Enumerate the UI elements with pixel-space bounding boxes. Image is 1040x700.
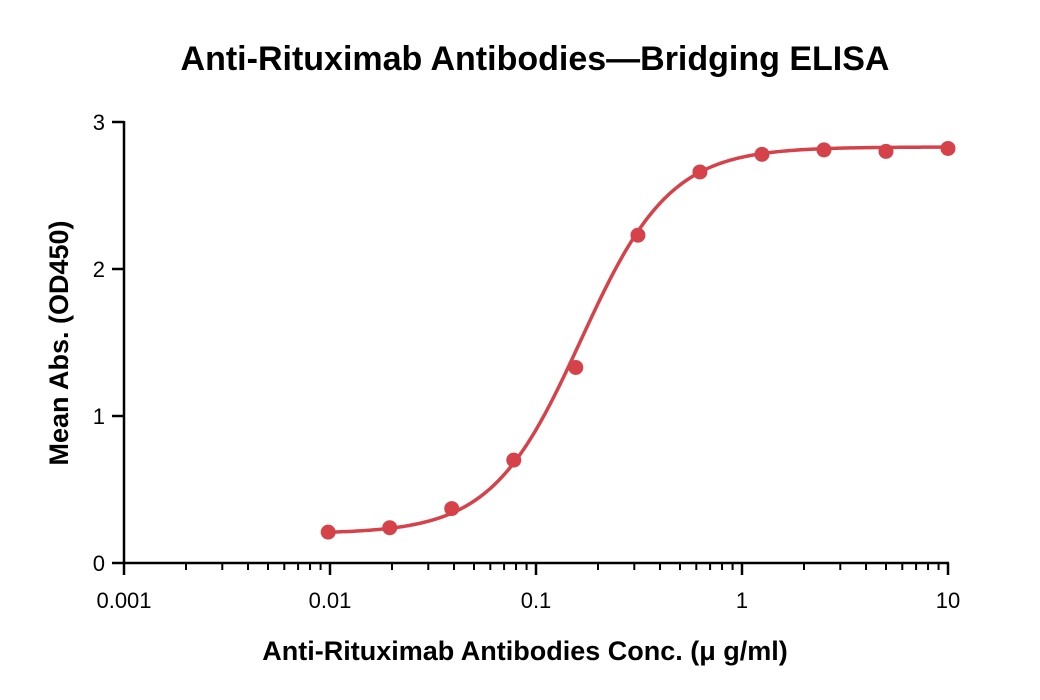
data-point	[444, 501, 460, 517]
x-axis-label: Anti-Rituximab Antibodies Conc. (μ g/ml)	[262, 636, 788, 666]
x-tick-label: 0.01	[309, 588, 352, 613]
x-tick-label: 10	[936, 588, 960, 613]
data-point	[692, 164, 708, 180]
fit-curve-layer	[326, 145, 950, 534]
y-tick-label: 1	[93, 404, 105, 429]
y-tick-label: 0	[93, 551, 105, 576]
data-point	[878, 143, 894, 159]
x-tick-label: 0.001	[96, 588, 151, 613]
data-point	[568, 359, 584, 375]
data-point	[816, 142, 832, 158]
data-point	[320, 524, 336, 540]
data-point	[754, 146, 770, 162]
x-tick-label: 1	[736, 588, 748, 613]
y-axis-label: Mean Abs. (OD450)	[44, 220, 74, 465]
data-point	[630, 227, 646, 243]
data-point	[506, 452, 522, 468]
data-point	[382, 520, 398, 536]
chart-title: Anti-Rituximab Antibodies—Bridging ELISA	[181, 40, 890, 78]
y-tick-label: 2	[93, 257, 105, 282]
fit-curve	[326, 145, 950, 534]
x-tick-label: 0.1	[521, 588, 552, 613]
y-axis-ticks: 0 1 2 3	[93, 110, 124, 576]
y-tick-label: 3	[93, 110, 105, 135]
data-points-layer	[320, 140, 956, 540]
data-point	[940, 140, 956, 156]
x-axis-ticks: 0.001 0.01 0.1 1 10	[96, 563, 960, 613]
axes	[122, 121, 949, 565]
